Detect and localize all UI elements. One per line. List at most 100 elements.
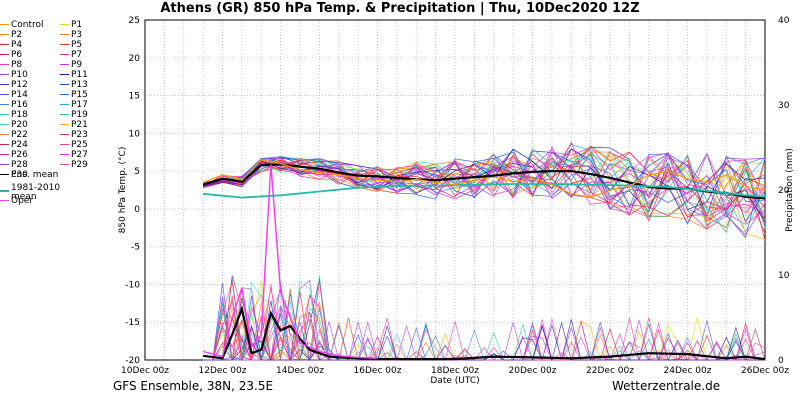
legend-item: P15 [60,90,88,100]
legend-swatch [0,134,9,135]
site-caption: Wetterzentrale.de [612,379,721,393]
legend-item: P10 [0,70,28,80]
legend-swatch [0,34,9,35]
legend-item: P26 [0,150,28,160]
legend-item: P24 [0,140,28,150]
legend-label: P7 [71,50,83,60]
y-tick-label: 5 [134,167,140,177]
legend-swatch [0,54,9,55]
legend-swatch [60,124,69,125]
member-temp-line [202,150,766,233]
y2-tick-label: 30 [778,101,790,111]
legend-label: 1981-2010 mean [11,183,61,202]
legend-label: P26 [11,150,28,160]
x-axis-label: Date (UTC) [430,376,479,386]
y2-tick-label: 40 [778,16,790,26]
legend-item: P2 [0,30,22,40]
legend-item: P20 [0,120,28,130]
legend-label: P20 [11,120,28,130]
chart-series [202,159,766,361]
legend-item: P14 [0,90,28,100]
y2-tick-label: 20 [778,186,790,196]
grid-lines [144,19,766,361]
legend-swatch [60,34,69,35]
legend-label: P10 [11,70,28,80]
legend-item: P27 [60,150,88,160]
x-tick-label: 12Dec 00z [199,366,247,376]
legend-item: P19 [60,110,88,120]
member-precip-line [203,321,765,362]
legend-item: P16 [0,100,28,110]
legend-label: Ens. mean [11,170,59,180]
legend-swatch [0,154,9,155]
y2-axis-label: Precipitation (mm) [785,148,795,232]
legend-item: P11 [60,70,88,80]
legend-item: P28 [0,160,28,170]
legend-item: P6 [0,50,22,60]
member-temp-line [203,141,766,234]
legend-swatch [60,104,69,105]
legend-label: P19 [71,110,88,120]
legend-item: P7 [60,50,82,60]
legend-swatch [60,84,69,85]
legend-item: P1 [60,20,82,30]
model-caption: GFS Ensemble, 38N, 23.5E [113,379,274,393]
x-tick-label: 22Dec 00z [586,366,634,376]
legend-label: P9 [71,60,83,70]
legend-label: P27 [71,150,88,160]
y-tick-label: -20 [125,356,140,366]
x-tick-label: 16Dec 00z [354,366,402,376]
x-tick-label: 26Dec 00z [741,366,789,376]
legend-label: Oper [11,196,34,206]
legend-swatch [0,84,9,85]
legend-swatch [60,44,69,45]
legend-swatch [0,64,9,65]
x-tick-label: 14Dec 00z [276,366,324,376]
legend-item: P5 [60,40,82,50]
member-precip-line [203,287,765,362]
member-temp-line [203,143,766,218]
legend-label: P13 [71,80,88,90]
legend-label: P11 [71,70,88,80]
member-temp-line [203,148,766,225]
member-temp-line [202,149,766,217]
legend-item: P3 [60,30,82,40]
legend-item: P13 [60,80,88,90]
series-1981-2010-mean-temp [203,183,766,199]
legend-item: P9 [60,60,82,70]
legend-swatch [60,54,69,55]
legend-item: P22 [0,130,28,140]
y-tick-label: -5 [131,243,140,253]
legend-label: P16 [11,100,28,110]
legend-swatch [0,94,9,95]
legend-item: 1981-2010 mean [0,184,83,202]
legend-swatch [0,114,9,115]
legend-swatch [0,74,9,75]
legend-label: P3 [71,30,83,40]
legend-swatch [60,94,69,95]
member-temp-line [202,148,766,201]
legend-swatch [60,24,69,25]
legend-item: P18 [0,110,28,120]
legend-label: P24 [11,140,28,150]
legend-swatch [0,174,9,175]
legend-item: P29 [60,160,88,170]
member-temp-line [203,155,766,209]
legend-swatch [60,114,69,115]
legend-label: P1 [71,20,83,30]
y-tick-label: 20 [129,54,141,64]
y-tick-label: 25 [129,16,140,26]
legend-swatch [0,104,9,105]
legend-item: P4 [0,40,22,50]
legend-label: P30 [11,170,28,180]
legend-label: P15 [71,90,88,100]
legend-swatch [0,24,9,25]
legend-swatch [60,134,69,135]
legend-swatch [60,144,69,145]
legend-label: P2 [11,30,23,40]
legend-label: P29 [71,160,88,170]
y2-tick-label: 0 [778,356,784,366]
legend-label: P25 [71,140,88,150]
legend-item: P17 [60,100,88,110]
